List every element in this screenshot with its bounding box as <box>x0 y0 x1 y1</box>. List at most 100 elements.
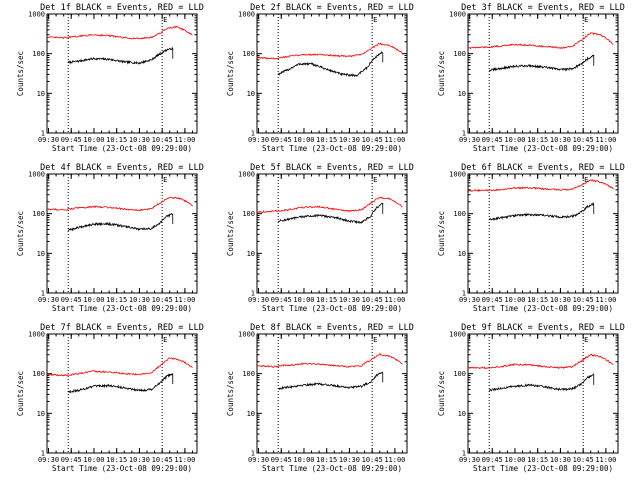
panel-title: Det 6f BLACK = Events, RED = LLD <box>461 163 625 173</box>
x-tick-label: 11:00 <box>174 136 195 144</box>
x-tick-label: 09:30 <box>248 456 269 464</box>
y-tick-label: 10 <box>37 90 45 98</box>
time-marker-label: E <box>163 16 167 24</box>
series-events-line <box>488 373 595 392</box>
panel-title: Det 8f BLACK = Events, RED = LLD <box>250 323 414 333</box>
x-tick-label: 10:15 <box>106 136 127 144</box>
series-lld-line <box>467 32 614 50</box>
x-tick-label: 10:30 <box>129 296 150 304</box>
series-events-line <box>488 54 595 72</box>
x-tick-label: 10:00 <box>504 296 525 304</box>
x-tick-label: 10:00 <box>504 136 525 144</box>
panel-title: Det 2f BLACK = Events, RED = LLD <box>250 3 414 13</box>
panel-det-1: Det 1f BLACK = Events, RED = LLD 1 10 100 10… <box>16 3 204 153</box>
plot-frame <box>46 13 198 134</box>
y-tick-label: 10 <box>458 410 466 418</box>
x-tick-label: 11:00 <box>384 296 405 304</box>
x-tick-label: 10:00 <box>83 456 104 464</box>
y-tick-label: 100 <box>242 370 255 378</box>
plot-frame <box>467 173 619 294</box>
x-tick-label: 10:15 <box>527 136 548 144</box>
time-marker-label: E <box>584 176 588 184</box>
x-tick-label: 10:45 <box>152 296 173 304</box>
x-tick-label: 10:15 <box>316 456 337 464</box>
series-lld-line <box>256 352 403 368</box>
y-tick-label: 1 <box>251 290 255 298</box>
y-tick-label: 10 <box>458 250 466 258</box>
panel-det-4: Det 4f BLACK = Events, RED = LLD 1 10 100 10… <box>16 163 204 313</box>
x-tick-label: 09:30 <box>248 136 269 144</box>
y-tick-label: 1 <box>251 130 255 138</box>
plot-frame <box>467 13 619 134</box>
panel-det-7: Det 7f BLACK = Events, RED = LLD 1 10 100 10… <box>16 323 204 473</box>
plot-frame <box>256 173 408 294</box>
series-events-line <box>277 202 384 225</box>
y-tick-label: 10 <box>247 250 255 258</box>
y-tick-label: 100 <box>453 370 466 378</box>
series-lld-line <box>256 196 403 213</box>
y-tick-label: 100 <box>242 50 255 58</box>
x-tick-label: 10:00 <box>293 136 314 144</box>
series-events-line <box>278 371 384 391</box>
x-tick-label: 10:15 <box>527 296 548 304</box>
x-tick-label: 09:45 <box>61 456 82 464</box>
time-marker-label: E <box>584 16 588 24</box>
x-tick-label: 11:00 <box>174 456 195 464</box>
x-tick-label: 10:30 <box>339 296 360 304</box>
x-tick-label: 09:30 <box>248 296 269 304</box>
plot-frame <box>46 173 198 294</box>
time-marker-label: E <box>373 336 377 344</box>
x-axis-label: Start Time (23-Oct-08 09:29:00) <box>262 304 402 313</box>
y-tick-label: 1000 <box>238 11 255 19</box>
y-tick-label: 1000 <box>28 171 45 179</box>
y-tick-label: 1 <box>41 130 45 138</box>
panel-det-2: Det 2f BLACK = Events, RED = LLD 1 10 100 10… <box>226 3 414 153</box>
x-tick-label: 10:30 <box>129 136 150 144</box>
panel-title: Det 5f BLACK = Events, RED = LLD <box>250 163 414 173</box>
panel-title: Det 1f BLACK = Events, RED = LLD <box>40 3 204 13</box>
panel-det-8: Det 8f BLACK = Events, RED = LLD 1 10 100 10… <box>226 323 414 473</box>
x-tick-label: 09:45 <box>61 296 82 304</box>
y-tick-label: 1000 <box>449 171 466 179</box>
panel-title: Det 7f BLACK = Events, RED = LLD <box>40 323 204 333</box>
x-tick-label: 10:45 <box>362 456 383 464</box>
y-tick-label: 100 <box>32 50 45 58</box>
x-axis-label: Start Time (23-Oct-08 09:29:00) <box>473 144 613 153</box>
y-tick-label: 1000 <box>28 11 45 19</box>
x-tick-label: 09:45 <box>61 136 82 144</box>
x-tick-label: 09:30 <box>459 456 480 464</box>
x-tick-label: 10:30 <box>129 456 150 464</box>
x-tick-label: 10:30 <box>550 296 571 304</box>
series-lld-line <box>46 196 193 212</box>
series-events-line <box>277 50 384 78</box>
x-tick-label: 09:30 <box>38 136 59 144</box>
x-axis-label: Start Time (23-Oct-08 09:29:00) <box>262 144 402 153</box>
plot-frame <box>256 13 408 134</box>
y-tick-label: 1000 <box>238 331 255 339</box>
y-tick-label: 1 <box>462 290 466 298</box>
y-axis-label: Counts/sec <box>16 371 25 416</box>
series-events-line <box>67 373 174 394</box>
x-axis-label: Start Time (23-Oct-08 09:29:00) <box>52 144 192 153</box>
series-lld-line <box>467 179 614 193</box>
panel-det-5: Det 5f BLACK = Events, RED = LLD 1 10 100 10… <box>226 163 414 313</box>
x-axis-label: Start Time (23-Oct-08 09:29:00) <box>262 464 402 473</box>
y-axis-label: Counts/sec <box>226 51 235 96</box>
x-tick-label: 11:00 <box>384 136 405 144</box>
y-axis-label: Counts/sec <box>16 51 25 96</box>
y-tick-label: 10 <box>458 90 466 98</box>
series-events-line <box>68 213 174 232</box>
y-tick-label: 100 <box>453 50 466 58</box>
x-axis-label: Start Time (23-Oct-08 09:29:00) <box>473 304 613 313</box>
x-tick-label: 10:15 <box>527 456 548 464</box>
x-tick-label: 10:15 <box>106 456 127 464</box>
x-tick-label: 10:15 <box>316 296 337 304</box>
x-tick-label: 10:00 <box>83 296 104 304</box>
series-events-line <box>488 201 595 222</box>
x-tick-label: 10:15 <box>106 296 127 304</box>
y-tick-label: 1 <box>462 450 466 458</box>
series-lld-line <box>467 353 614 370</box>
y-tick-label: 100 <box>32 370 45 378</box>
y-tick-label: 100 <box>242 210 255 218</box>
